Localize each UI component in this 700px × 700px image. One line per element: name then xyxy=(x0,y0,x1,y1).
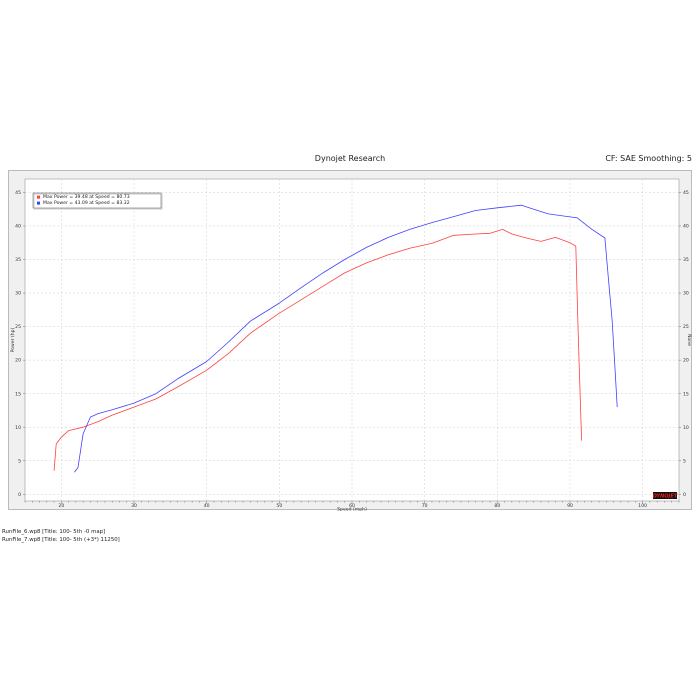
y-tick-label: 20 xyxy=(15,358,21,364)
x-tick-label: 70 xyxy=(422,503,428,509)
y-tick-label: 25 xyxy=(15,324,21,330)
dyno-chart: 20 30 40 50 60 70 80 90 100 0 0 5 5 10 10 15 15 20 20 25 25 3… xyxy=(10,178,692,512)
x-tick-label: 100 xyxy=(638,503,647,509)
y-axis-title-right: None xyxy=(686,334,692,346)
y-tick-label: 5 xyxy=(18,458,21,464)
y-tick-label: 10 xyxy=(15,425,21,431)
series-line-1 xyxy=(53,229,582,471)
y-tick-label: 15 xyxy=(15,391,21,397)
legend-swatch xyxy=(37,195,40,199)
legend-label: Max Power = 43.09 at Speed = 83.32 xyxy=(43,200,130,206)
series-line-2 xyxy=(74,204,618,473)
y-tick-label-right: 35 xyxy=(683,257,689,263)
run-file-item-1[interactable]: RunFile_6.wp8 [Title: 100- 5th -0 map] xyxy=(2,529,106,535)
y-tick-label-right: 45 xyxy=(683,190,689,196)
x-tick-label: 20 xyxy=(58,503,64,509)
y-tick-label-right: 20 xyxy=(683,358,689,364)
y-tick-label: 35 xyxy=(15,257,21,263)
y-tick-label-right: 15 xyxy=(683,391,689,397)
x-tick-label: 60 xyxy=(349,503,355,509)
correction-factor-label: CF: SAE Smoothing: 5 xyxy=(605,154,692,163)
legend-label: Max Power = 39.48 at Speed = 80.73 xyxy=(43,194,130,200)
x-tick-label: 50 xyxy=(276,503,282,509)
y-tick-label: 45 xyxy=(15,190,21,196)
run-file-item-2[interactable]: RunFile_7.wp8 [Title: 100- 5th (+3*) 112… xyxy=(2,537,120,543)
legend-box xyxy=(32,192,162,209)
y-tick-label-right: 25 xyxy=(683,324,689,330)
legend-swatch xyxy=(37,201,40,205)
dynojet-logo-text: DYNOJET xyxy=(653,493,678,499)
y-tick-label-right: 30 xyxy=(683,291,689,297)
x-tick-label: 30 xyxy=(131,503,137,509)
x-axis-title: Speed (mph) xyxy=(337,507,367,512)
y-tick-label-right: 40 xyxy=(683,224,689,230)
legend-shadow xyxy=(33,193,163,210)
y-tick-label: 0 xyxy=(18,492,21,498)
y-tick-label-right: 10 xyxy=(683,425,689,431)
run-file-list: RunFile_6.wp8 [Title: 100- 5th -0 map] R… xyxy=(2,528,120,544)
y-tick-label-right: 5 xyxy=(683,458,686,464)
chart-frame: 20 30 40 50 60 70 80 90 100 0 0 5 5 10 10 15 15 20 20 25 25 3… xyxy=(8,170,692,512)
chart-header-title: Dynojet Research xyxy=(314,154,386,163)
y-tick-label: 30 xyxy=(15,291,21,297)
x-tick-label: 90 xyxy=(567,503,573,509)
y-axis-title: Power (hp) xyxy=(10,327,16,352)
y-tick-label: 40 xyxy=(15,224,21,230)
x-tick-label: 40 xyxy=(204,503,210,509)
y-tick-label-right: 0 xyxy=(683,492,686,498)
dynojet-logo xyxy=(653,492,677,499)
x-tick-label: 80 xyxy=(494,503,500,509)
